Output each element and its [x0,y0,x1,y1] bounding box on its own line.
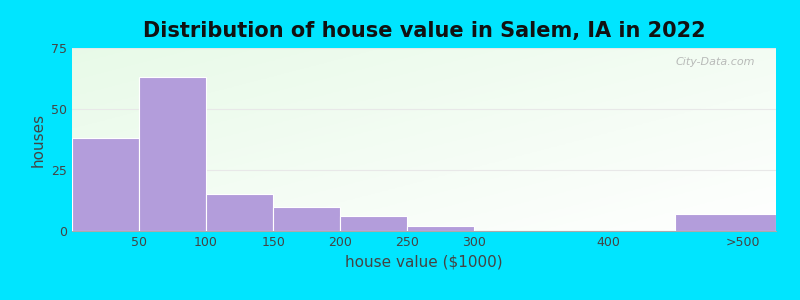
Bar [675,214,776,231]
Title: Distribution of house value in Salem, IA in 2022: Distribution of house value in Salem, IA… [142,21,706,41]
Text: City-Data.com: City-Data.com [675,57,755,67]
Y-axis label: houses: houses [30,112,46,166]
Bar [273,207,340,231]
Bar [72,138,139,231]
Bar [206,194,273,231]
Bar [139,77,206,231]
Bar [340,216,407,231]
Bar [407,226,474,231]
X-axis label: house value ($1000): house value ($1000) [345,254,503,269]
